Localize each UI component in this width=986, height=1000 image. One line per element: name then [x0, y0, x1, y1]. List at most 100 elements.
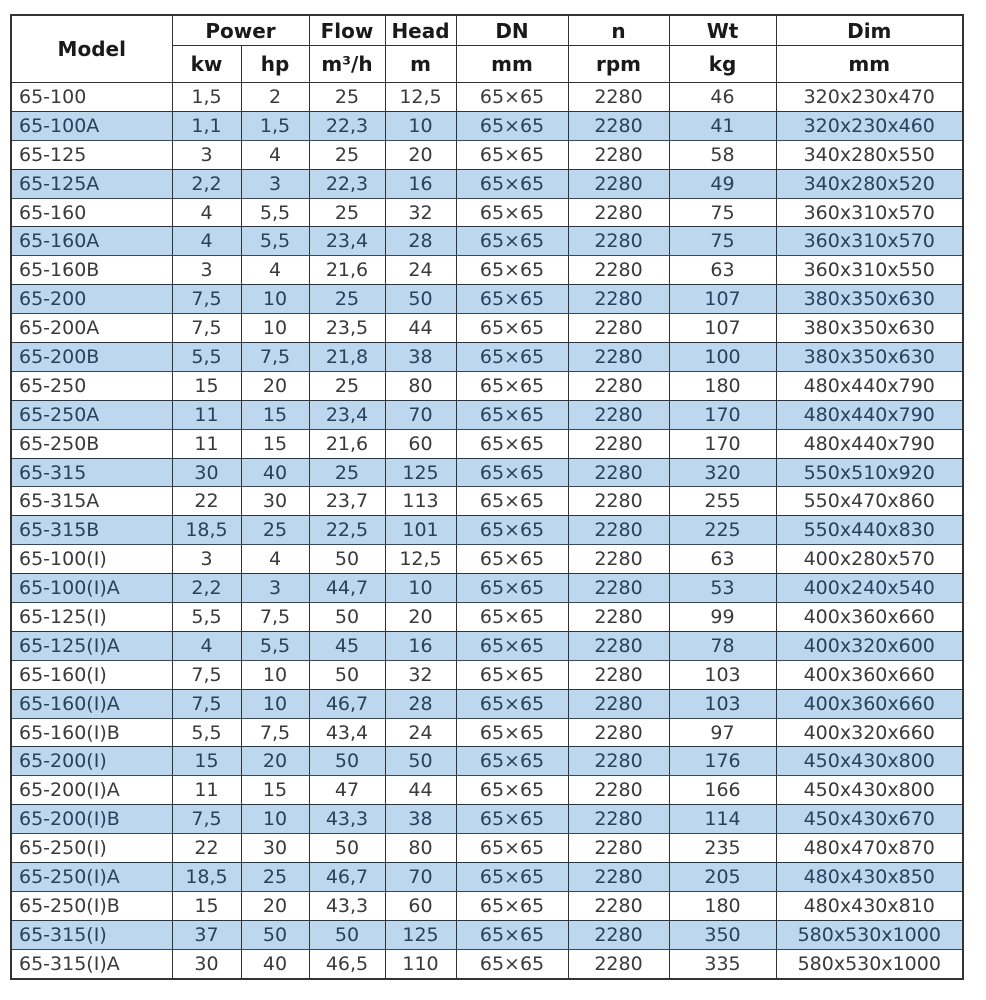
col-header-dim: Dim — [775, 14, 964, 46]
value-cell: 37 — [171, 919, 242, 950]
value-cell: 15 — [171, 890, 242, 921]
value-cell: 22 — [171, 833, 242, 864]
value-cell: 75 — [668, 197, 777, 228]
value-cell: 38 — [384, 342, 457, 372]
value-cell: 2280 — [567, 139, 670, 170]
value-cell: 2280 — [567, 833, 670, 864]
value-cell: 103 — [668, 659, 777, 690]
value-cell: 65×65 — [455, 659, 569, 690]
value-cell: 70 — [384, 399, 457, 430]
value-cell: 2280 — [567, 342, 670, 372]
model-cell: 65-125 — [10, 139, 173, 170]
value-cell: 65×65 — [455, 948, 569, 980]
unit-kw: kw — [171, 45, 242, 83]
model-cell: 65-100A — [10, 110, 173, 141]
value-cell: 3 — [171, 544, 242, 575]
table-row: 65-250(I) 22 30 50 80 65×65 2280 235 480x470x870 — [10, 833, 964, 864]
value-cell: 50 — [308, 602, 386, 632]
value-cell: 10 — [240, 688, 310, 719]
value-cell: 97 — [668, 717, 777, 748]
table-row: 65-100A 1,1 1,5 22,3 10 65×65 2280 41 320x230x46… — [10, 110, 964, 141]
value-cell: 235 — [668, 833, 777, 864]
value-cell: 65×65 — [455, 342, 569, 372]
value-cell: 15 — [240, 399, 310, 430]
value-cell: 65×65 — [455, 226, 569, 257]
value-cell: 7,5 — [171, 804, 242, 835]
value-cell: 100 — [668, 342, 777, 372]
value-cell: 1,5 — [240, 110, 310, 141]
value-cell: 65×65 — [455, 370, 569, 401]
value-cell: 50 — [308, 544, 386, 575]
value-cell: 4 — [240, 139, 310, 170]
value-cell: 107 — [668, 284, 777, 315]
model-cell: 65-125A — [10, 168, 173, 199]
table-row: 65-315A 22 30 23,7 113 65×65 2280 255 550x470x86… — [10, 486, 964, 517]
value-cell: 22,3 — [308, 110, 386, 141]
value-cell: 550x510x920 — [775, 457, 964, 488]
value-cell: 114 — [668, 804, 777, 835]
table-row: 65-250(I)A 18,5 25 46,7 70 65×65 2280 205 480x43… — [10, 862, 964, 892]
col-header-flow: Flow — [308, 14, 386, 46]
value-cell: 63 — [668, 255, 777, 286]
value-cell: 480x440x790 — [775, 370, 964, 401]
value-cell: 10 — [240, 284, 310, 315]
value-cell: 46,7 — [308, 862, 386, 892]
value-cell: 16 — [384, 168, 457, 199]
value-cell: 2280 — [567, 919, 670, 950]
value-cell: 50 — [308, 746, 386, 777]
value-cell: 2280 — [567, 659, 670, 690]
value-cell: 400x320x660 — [775, 717, 964, 748]
model-cell: 65-200B — [10, 342, 173, 372]
value-cell: 15 — [240, 775, 310, 806]
value-cell: 166 — [668, 775, 777, 806]
value-cell: 30 — [171, 457, 242, 488]
table-row: 65-250B 11 15 21,6 60 65×65 2280 170 480x440x790 — [10, 428, 964, 459]
pump-spec-table: Model Power Flow Head DN n Wt Dim kw hp … — [10, 14, 964, 980]
value-cell: 2280 — [567, 544, 670, 575]
value-cell: 80 — [384, 833, 457, 864]
model-cell: 65-125(I) — [10, 602, 173, 632]
value-cell: 43,3 — [308, 890, 386, 921]
value-cell: 4 — [171, 226, 242, 257]
value-cell: 12,5 — [384, 544, 457, 575]
value-cell: 25 — [308, 457, 386, 488]
value-cell: 3 — [171, 139, 242, 170]
value-cell: 125 — [384, 457, 457, 488]
unit-head: m — [384, 45, 457, 83]
value-cell: 18,5 — [171, 515, 242, 546]
value-cell: 5,5 — [240, 197, 310, 228]
value-cell: 480x440x790 — [775, 399, 964, 430]
value-cell: 10 — [240, 804, 310, 835]
value-cell: 480x470x870 — [775, 833, 964, 864]
value-cell: 400x320x600 — [775, 630, 964, 661]
model-cell: 65-250A — [10, 399, 173, 430]
value-cell: 11 — [171, 428, 242, 459]
value-cell: 180 — [668, 370, 777, 401]
value-cell: 40 — [240, 457, 310, 488]
value-cell: 2280 — [567, 110, 670, 141]
value-cell: 43,3 — [308, 804, 386, 835]
table-row: 65-125 3 4 25 20 65×65 2280 58 340x280x550 — [10, 139, 964, 170]
value-cell: 21,8 — [308, 342, 386, 372]
value-cell: 65×65 — [455, 833, 569, 864]
table-row: 65-125A 2,2 3 22,3 16 65×65 2280 49 340x280x520 — [10, 168, 964, 199]
value-cell: 320x230x470 — [775, 82, 964, 112]
value-cell: 25 — [240, 862, 310, 892]
table-body: 65-100 1,5 2 25 12,5 65×65 2280 46 320x230x470 65… — [10, 82, 964, 980]
value-cell: 44 — [384, 313, 457, 344]
value-cell: 5,5 — [171, 342, 242, 372]
value-cell: 15 — [240, 428, 310, 459]
table-row: 65-160(I) 7,5 10 50 32 65×65 2280 103 400x360x66… — [10, 659, 964, 690]
value-cell: 49 — [668, 168, 777, 199]
model-cell: 65-315 — [10, 457, 173, 488]
value-cell: 11 — [171, 399, 242, 430]
value-cell: 22 — [171, 486, 242, 517]
table-row: 65-200A 7,5 10 23,5 44 65×65 2280 107 380x350x63… — [10, 313, 964, 344]
value-cell: 30 — [240, 833, 310, 864]
value-cell: 21,6 — [308, 428, 386, 459]
value-cell: 2280 — [567, 399, 670, 430]
table-row: 65-160(I)B 5,5 7,5 43,4 24 65×65 2280 97 400x320… — [10, 717, 964, 748]
value-cell: 480x430x810 — [775, 890, 964, 921]
value-cell: 320 — [668, 457, 777, 488]
model-cell: 65-200 — [10, 284, 173, 315]
